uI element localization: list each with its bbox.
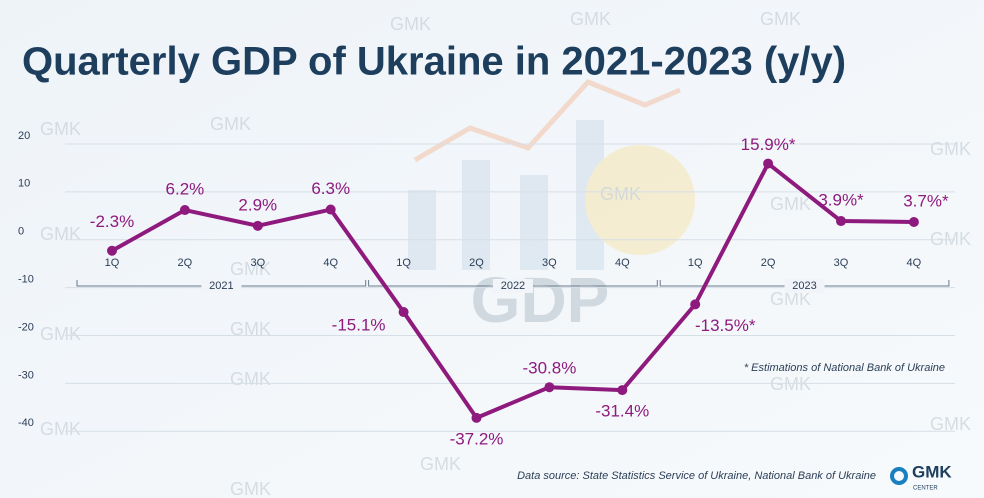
x-tick-label: 3Q xyxy=(834,257,849,269)
data-label: 6.3% xyxy=(311,179,350,198)
background-text: GDP xyxy=(471,264,610,336)
data-point xyxy=(252,220,263,231)
x-tick-label: 4Q xyxy=(907,257,922,269)
logo-icon xyxy=(890,467,908,485)
data-label: 15.9%* xyxy=(741,135,796,154)
data-label: -15.1% xyxy=(332,316,386,335)
data-point xyxy=(325,204,336,215)
group-label: 2023 xyxy=(792,280,816,292)
watermark: GMK xyxy=(230,319,271,339)
source: Data source: State Statistics Service of… xyxy=(517,470,876,482)
group-label-bg xyxy=(201,279,242,293)
watermark: GMK xyxy=(230,259,271,279)
data-point xyxy=(398,307,409,318)
data-point xyxy=(544,382,555,393)
x-tick-label: 2Q xyxy=(469,257,484,269)
x-tick-label: 3Q xyxy=(250,257,265,269)
x-tick-label: 2Q xyxy=(761,257,776,269)
data-point xyxy=(617,385,628,396)
x-tick-label: 4Q xyxy=(615,257,630,269)
data-point xyxy=(908,217,919,227)
data-label: -37.2% xyxy=(450,429,504,448)
y-tick-label: 0 xyxy=(18,226,24,238)
y-tick-label: -20 xyxy=(18,321,34,333)
y-tick-label: 20 xyxy=(18,130,30,142)
group-label-bg xyxy=(492,279,533,293)
data-label: -30.8% xyxy=(522,359,576,378)
watermark: GMK xyxy=(230,369,271,389)
watermark: GMK xyxy=(40,224,81,244)
data-label: 2.9% xyxy=(238,195,277,214)
watermark: GMK xyxy=(210,114,251,134)
data-point xyxy=(836,216,846,227)
data-label: 3.7%* xyxy=(903,191,949,210)
x-tick-label: 1Q xyxy=(396,257,411,269)
background-icon xyxy=(408,79,695,270)
watermark: GMK xyxy=(930,229,971,249)
watermark: GMK xyxy=(570,9,611,29)
watermark: GMK xyxy=(770,289,811,309)
x-tick-label: 2Q xyxy=(178,257,193,269)
y-tick-label: -40 xyxy=(18,417,34,429)
data-line xyxy=(111,161,914,420)
x-tick-label: 3Q xyxy=(542,257,557,269)
chart-title: Quarterly GDP of Ukraine in 2021-2023 (y… xyxy=(22,40,846,84)
watermark: GMK xyxy=(40,324,81,344)
data-label: 6.2% xyxy=(166,180,205,199)
watermark: GMK xyxy=(760,9,801,29)
watermark: GMK xyxy=(40,419,81,439)
data-label: -2.3% xyxy=(90,212,134,231)
watermark: GMK xyxy=(930,139,971,159)
logo-sub: CENTER xyxy=(913,486,938,492)
watermark: GMK xyxy=(230,479,271,498)
data-point xyxy=(690,299,701,310)
data-point xyxy=(179,205,190,216)
logo: GMK xyxy=(912,462,952,481)
group-label: 2021 xyxy=(209,280,233,292)
watermark: GMK xyxy=(390,14,431,34)
y-tick-label: -10 xyxy=(18,274,34,286)
group-label-bg xyxy=(784,279,825,293)
group-label: 2022 xyxy=(501,280,525,292)
watermark: GMK xyxy=(600,184,641,204)
footnote: * Estimations of National Bank of Ukrain… xyxy=(744,362,945,374)
data-label: 3.9%* xyxy=(818,191,864,210)
watermark: GMK xyxy=(40,119,81,139)
data-point xyxy=(763,158,774,169)
x-tick-label: 1Q xyxy=(105,257,120,269)
data-point xyxy=(107,245,117,256)
watermark: GMK xyxy=(420,454,461,474)
x-tick-label: 4Q xyxy=(323,257,338,269)
y-tick-label: -30 xyxy=(18,369,34,381)
watermark: GMK xyxy=(930,414,971,434)
data-point xyxy=(471,412,482,423)
data-label: -31.4% xyxy=(595,402,649,421)
y-tick-label: 10 xyxy=(18,178,30,190)
x-tick-label: 1Q xyxy=(688,257,703,269)
data-label: -13.5%* xyxy=(695,316,756,335)
watermark: GMK xyxy=(770,194,811,214)
